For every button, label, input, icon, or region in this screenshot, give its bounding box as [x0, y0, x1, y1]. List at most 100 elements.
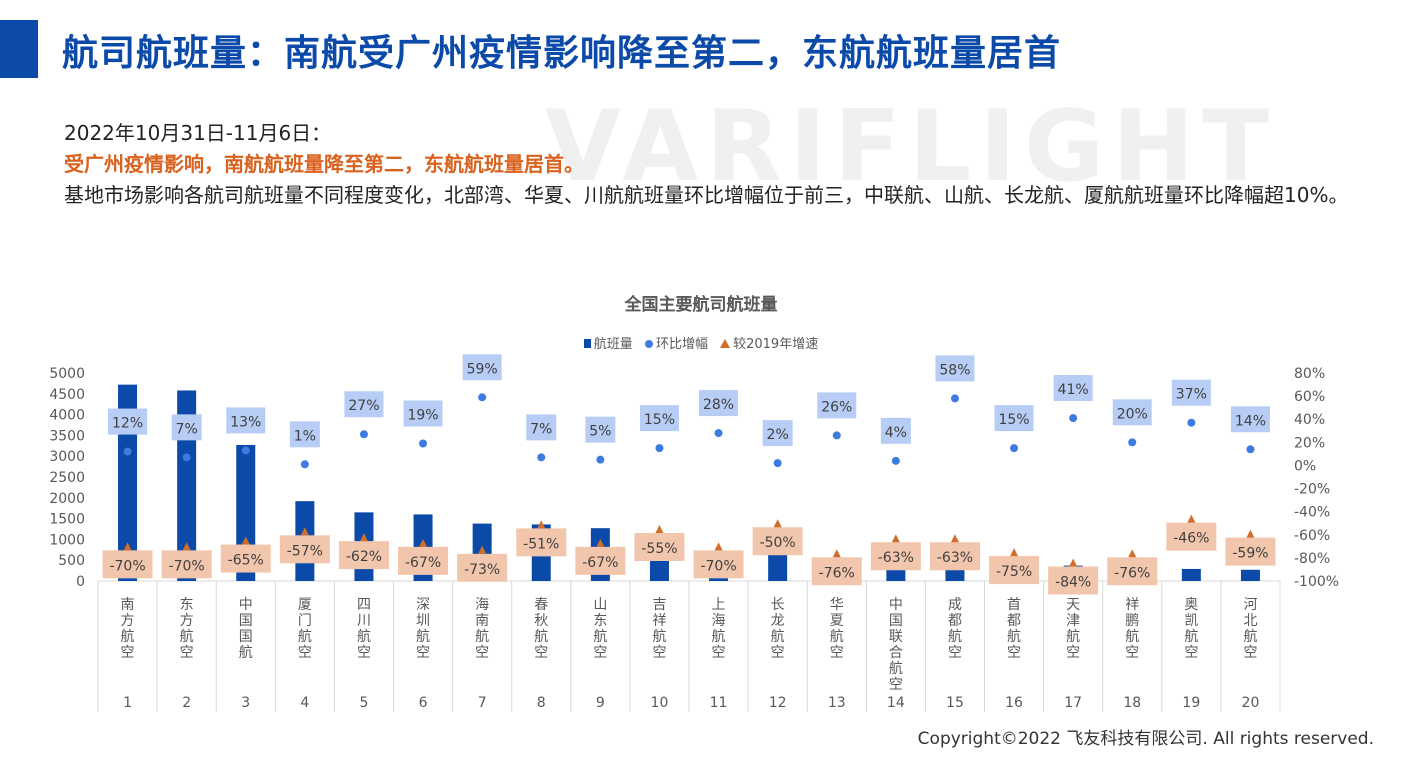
vs2019-label-box	[1048, 566, 1099, 595]
x-category-label: 中	[239, 597, 253, 613]
vs2019-point	[891, 534, 900, 543]
mom-point	[1128, 438, 1137, 447]
x-category-label: 航	[712, 629, 726, 645]
x-category-label: 空	[1007, 645, 1021, 661]
x-category-label: 空	[475, 645, 489, 661]
mom-label-box	[639, 405, 679, 432]
x-category-label: 空	[1125, 645, 1139, 661]
x-category-label: 夏	[830, 613, 844, 629]
vs2019-label-box	[161, 550, 212, 579]
x-category-label: 航	[121, 629, 135, 645]
x-category-label: 奥	[1184, 596, 1198, 613]
x-category-label: 祥	[1125, 597, 1139, 613]
mom-label-box	[108, 408, 148, 435]
legend-dot-swatch	[644, 340, 653, 348]
vs2019-data-label: -70%	[700, 558, 736, 574]
vs2019-point	[655, 525, 664, 533]
y-right-tick-label: -40%	[1294, 505, 1330, 521]
x-rank-label: 3	[241, 695, 250, 711]
y-left-tick-label: 0	[76, 574, 85, 590]
mom-label-box	[994, 405, 1034, 432]
mom-data-label: 7%	[530, 421, 552, 437]
vs2019-label-box	[575, 546, 626, 575]
vs2019-point	[241, 536, 250, 545]
vs2019-data-label: -46%	[1173, 531, 1209, 547]
mom-point	[241, 446, 250, 455]
x-rank-label: 15	[946, 695, 964, 711]
title-accent-bar	[0, 20, 38, 78]
vs2019-data-label: -67%	[582, 555, 618, 571]
vs2019-data-label: -76%	[819, 565, 855, 581]
vs2019-data-label: -70%	[169, 558, 205, 574]
mom-label-box	[935, 355, 975, 382]
x-category-label: 航	[1125, 629, 1139, 645]
legend-bar-swatch	[583, 339, 591, 348]
x-category-label: 空	[1066, 645, 1080, 661]
x-category-label: 空	[180, 645, 194, 661]
x-category-label: 空	[357, 645, 371, 661]
vs2019-data-label: -57%	[287, 543, 323, 559]
mom-point	[300, 460, 309, 469]
mom-label-box	[880, 417, 911, 444]
legend-label-mom: 环比增幅	[655, 337, 708, 352]
x-category-label: 空	[889, 677, 903, 693]
y-right-tick-label: 60%	[1294, 389, 1325, 405]
vs2019-point	[1128, 549, 1137, 558]
x-category-label: 国	[239, 613, 253, 629]
legend-label-flights: 航班量	[593, 337, 633, 352]
mom-point	[655, 444, 664, 453]
y-left-tick-label: 2500	[49, 470, 85, 486]
vs2019-data-label: -84%	[1055, 575, 1091, 591]
x-category-label: 山	[593, 597, 607, 613]
x-rank-label: 13	[828, 695, 846, 711]
vs2019-point	[359, 533, 368, 542]
mom-data-label: 1%	[294, 428, 316, 444]
y-left-tick-label: 3000	[49, 449, 85, 465]
x-category-label: 鹏	[1125, 613, 1139, 629]
summary-block: 2022年10月31日-11月6日： 受广州疫情影响，南航航班量降至第二，东航航…	[64, 118, 1354, 211]
y-left-tick-label: 1500	[49, 512, 85, 528]
mom-point	[359, 430, 368, 439]
page-title: 航司航班量：南航受广州疫情影响降至第二，东航航班量居首	[62, 33, 1062, 74]
vs2019-point	[950, 534, 959, 543]
x-category-label: 空	[712, 645, 726, 661]
vs2019-label-box	[634, 533, 685, 561]
mom-label-box	[403, 400, 443, 427]
vs2019-label-box	[989, 556, 1040, 585]
mom-data-label: 7%	[176, 421, 198, 437]
vs2019-point	[714, 542, 723, 551]
x-rank-label: 6	[419, 695, 428, 711]
x-category-label: 成	[948, 597, 962, 613]
vs2019-point	[832, 549, 841, 558]
x-category-label: 空	[1243, 645, 1257, 661]
vs2019-point	[1246, 529, 1255, 538]
x-rank-label: 20	[1242, 695, 1260, 711]
y-right-tick-label: -80%	[1294, 551, 1330, 567]
vs2019-label-box	[752, 527, 803, 556]
x-category-label: 航	[534, 629, 548, 645]
x-category-label: 航	[1066, 629, 1080, 645]
x-category-label: 国	[889, 613, 903, 629]
summary-body: 基地市场影响各航司航班量不同程度变化，北部湾、华夏、川航航班量环比增幅位于前三，…	[64, 183, 1349, 207]
chart-legend: 航班量 环比增幅 较2019年增速	[0, 333, 1402, 352]
mom-label-box	[344, 391, 384, 418]
mom-label-box	[526, 414, 557, 441]
x-category-label: 深	[416, 597, 430, 613]
vs2019-data-label: -76%	[1114, 565, 1150, 581]
mom-point	[891, 456, 900, 465]
copyright-notice: Copyright©2022 飞友科技有限公司. All rights rese…	[917, 729, 1374, 749]
x-category-label: 华	[830, 597, 844, 613]
y-right-tick-label: 0%	[1294, 458, 1316, 474]
mom-label-box	[1230, 406, 1270, 433]
x-category-label: 航	[830, 629, 844, 645]
y-right-tick-label: -60%	[1294, 528, 1330, 544]
x-category-label: 圳	[416, 613, 430, 629]
x-category-label: 门	[298, 613, 312, 629]
x-category-label: 津	[1066, 613, 1080, 629]
mom-label-box	[289, 421, 320, 448]
mom-label-box	[171, 414, 202, 441]
x-category-label: 空	[416, 645, 430, 661]
vs2019-label-box	[1225, 537, 1276, 566]
y-left-tick-label: 1000	[49, 532, 85, 548]
